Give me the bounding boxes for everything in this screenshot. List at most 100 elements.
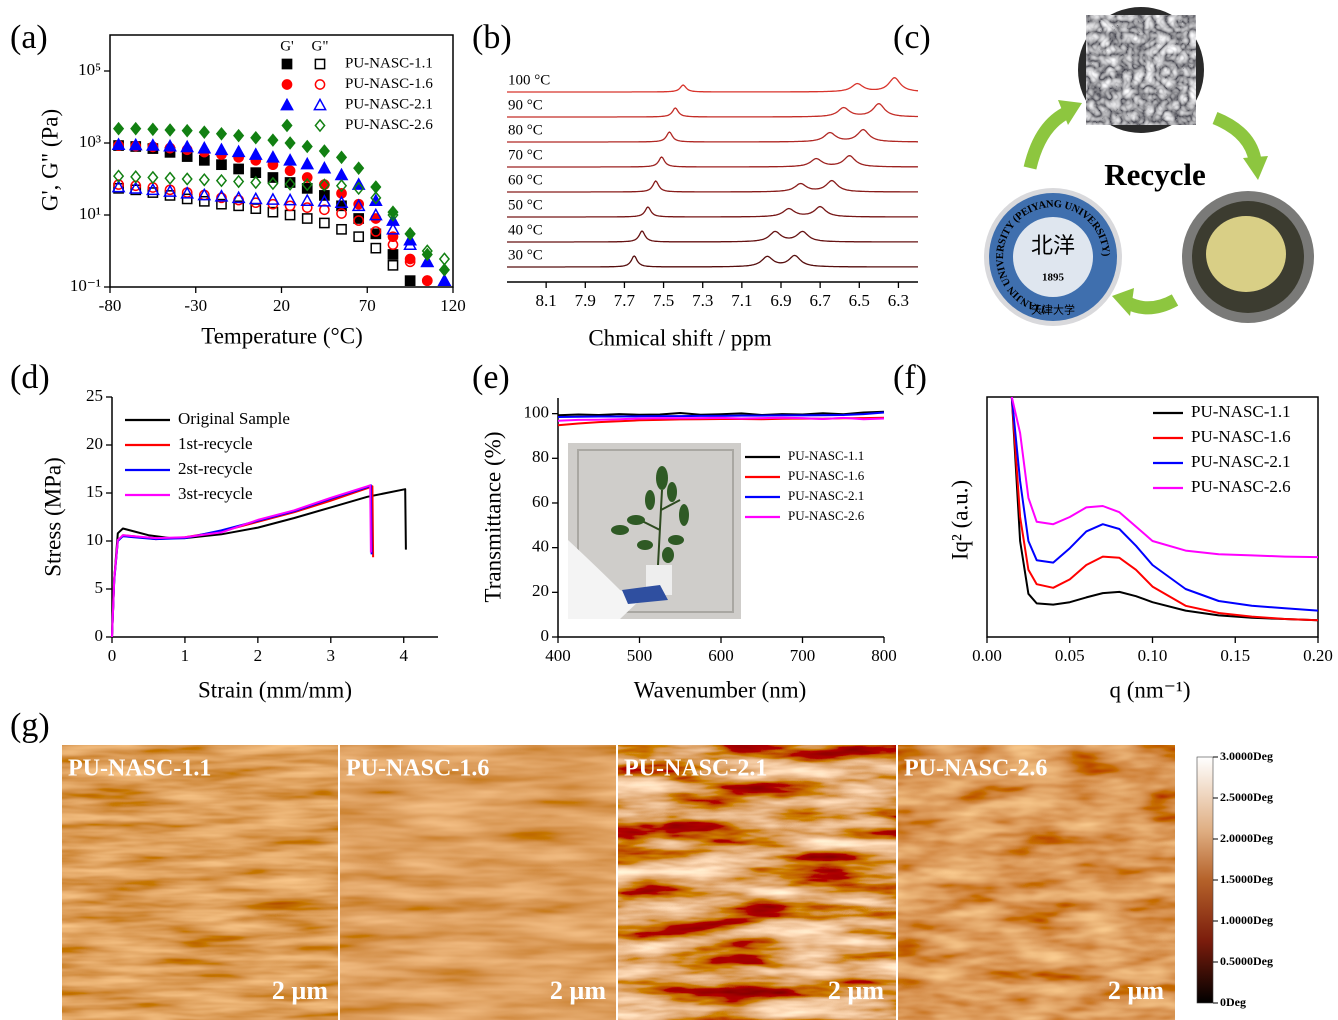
- x-tick-label: -80: [99, 296, 122, 315]
- spectrum: [507, 104, 918, 117]
- x-tick-label: 6.9: [770, 291, 791, 310]
- x-tick-label: 0.15: [1220, 646, 1250, 665]
- data-line: [112, 485, 372, 637]
- x-tick-label: 1: [181, 646, 190, 665]
- legend-label: PU-NASC-1.6: [345, 76, 433, 92]
- logo-bottom-text: 天津大学: [1031, 303, 1075, 317]
- panel-label: (e): [472, 359, 510, 396]
- x-axis-title: Temperature (°C): [201, 323, 362, 348]
- x-tick-label: 7.5: [653, 291, 674, 310]
- y-axis-title: G', G" (Pa): [37, 109, 62, 211]
- legend-label: PU-NASC-2.1: [788, 488, 864, 503]
- data-point: [388, 261, 397, 270]
- data-point: [148, 124, 157, 135]
- recycle-scheme: TIANJIN UNIVERSITY (PEIYANG UNIVERSITY) …: [984, 7, 1314, 326]
- x-tick-label: 2: [254, 646, 263, 665]
- data-point: [200, 127, 209, 138]
- panel-label: (f): [893, 359, 927, 396]
- x-tick-label: 800: [871, 646, 897, 665]
- x-tick-label: 400: [545, 646, 571, 665]
- spectrum: [507, 78, 918, 92]
- legend-marker: [282, 59, 291, 68]
- x-tick-label: 4: [399, 646, 408, 665]
- data-point: [336, 169, 347, 179]
- colorbar-label: 1.0000Deg: [1220, 913, 1273, 927]
- x-tick-label: 120: [440, 296, 466, 315]
- colorbar-label: 3.0000Deg: [1220, 749, 1273, 763]
- legend-marker: [314, 99, 325, 109]
- data-point: [303, 141, 312, 152]
- legend-header: G': [280, 38, 294, 54]
- data-line: [112, 489, 406, 637]
- y-axis-title: Iq² (a.u.): [947, 480, 972, 560]
- data-point: [251, 132, 260, 143]
- colorbar-label: 2.0000Deg: [1220, 831, 1273, 845]
- x-tick-label: 7.9: [575, 291, 596, 310]
- colorbar-label: 2.5000Deg: [1220, 790, 1273, 804]
- x-tick-label: 0: [108, 646, 117, 665]
- data-point: [183, 125, 192, 136]
- photo-solution: [1206, 216, 1286, 292]
- trace-label: 50 °C: [508, 197, 543, 213]
- x-tick-label: 7.7: [614, 291, 636, 310]
- y-tick-label: 20: [86, 434, 103, 453]
- data-point: [250, 149, 261, 159]
- spectrum: [507, 181, 918, 192]
- y-tick-label: 0: [95, 626, 104, 645]
- colorbar-label: 0.5000Deg: [1220, 954, 1273, 968]
- x-tick-label: 3: [327, 646, 336, 665]
- legend-label: PU-NASC-2.1: [345, 96, 433, 112]
- x-tick-label: 6.7: [810, 291, 832, 310]
- y-tick-label: 10¹: [79, 204, 101, 223]
- legend-label: PU-NASC-2.6: [1191, 477, 1291, 496]
- photo-pellets-texture: [1086, 15, 1196, 125]
- image-title: PU-NASC-2.1: [624, 756, 767, 782]
- data-point: [303, 173, 312, 182]
- afm-panel: [62, 745, 1213, 1020]
- data-point: [199, 143, 210, 153]
- x-axis-title: Strain (mm/mm): [198, 677, 352, 702]
- x-tick-label: -30: [184, 296, 207, 315]
- y-tick-label: 0: [541, 626, 550, 645]
- arrow: [1128, 300, 1175, 308]
- data-point: [285, 210, 294, 219]
- x-tick-label: 600: [708, 646, 734, 665]
- data-point: [217, 160, 226, 169]
- trace-label: 80 °C: [508, 122, 543, 138]
- data-point: [217, 128, 226, 139]
- y-tick-label: 5: [95, 578, 104, 597]
- trace-label: 90 °C: [508, 97, 543, 113]
- x-tick-label: 6.5: [849, 291, 870, 310]
- data-point: [371, 244, 380, 253]
- data-point: [371, 181, 380, 192]
- legend-label: PU-NASC-1.6: [1191, 427, 1291, 446]
- plot-frame: [110, 35, 453, 287]
- legend-marker: [282, 120, 291, 131]
- figure: (a) (b) (c) (d) (e) (f) (g) TIANJIN UNIV…: [0, 0, 1338, 1020]
- trace-label: 70 °C: [508, 147, 543, 163]
- x-tick-label: 0.20: [1303, 646, 1333, 665]
- data-point: [234, 164, 243, 173]
- legend-label: PU-NASC-2.6: [788, 508, 865, 523]
- x-tick-label: 7.3: [692, 291, 713, 310]
- data-point: [251, 177, 260, 188]
- panel-label: (d): [10, 359, 50, 396]
- legend-marker: [315, 80, 324, 89]
- data-point: [319, 163, 330, 173]
- legend-label: PU-NASC-1.6: [788, 468, 865, 483]
- data-point: [406, 276, 415, 285]
- y-tick-label: 40: [532, 537, 549, 556]
- data-point: [388, 250, 397, 259]
- y-tick-label: 60: [532, 492, 549, 511]
- data-point: [320, 218, 329, 227]
- x-tick-label: 7.1: [731, 291, 752, 310]
- data-line: [112, 486, 373, 637]
- panel-label: (g): [10, 707, 50, 744]
- legend-label: 3st-recycle: [178, 484, 253, 503]
- scale-bar-label: 2 µm: [828, 976, 884, 1005]
- legend-label: PU-NASC-2.1: [1191, 452, 1291, 471]
- data-point: [267, 152, 278, 162]
- legend-label: 1st-recycle: [178, 434, 253, 453]
- data-point: [284, 194, 295, 204]
- data-point: [131, 123, 140, 134]
